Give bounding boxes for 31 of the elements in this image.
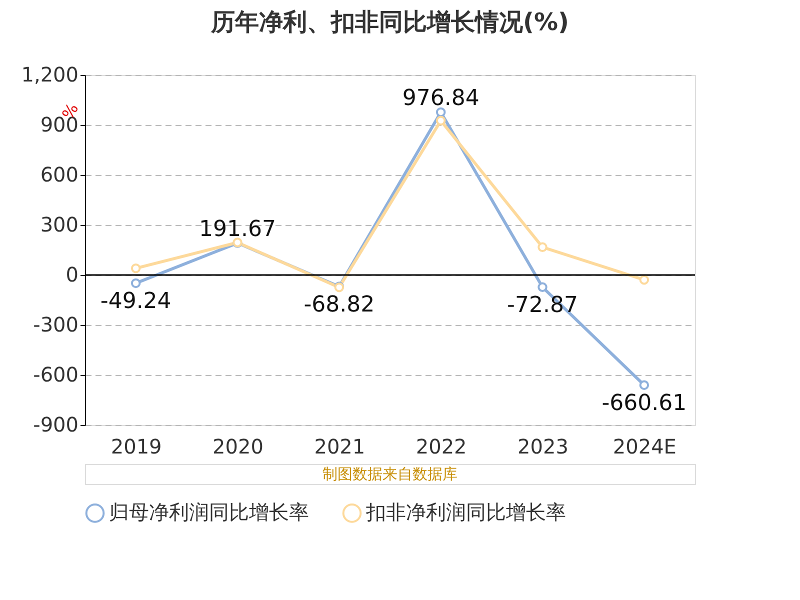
point — [639, 274, 650, 285]
x-tick-label: 2021 — [314, 434, 366, 458]
x-tick-label: 2023 — [518, 434, 568, 458]
x-tick-label: 2019 — [110, 434, 162, 458]
point — [538, 242, 548, 252]
data-label: -660.61 — [602, 391, 687, 416]
text: 制图数据来自数据库 — [322, 465, 458, 483]
y-tick-label: 0 — [66, 262, 78, 286]
data-label: 976.84 — [402, 86, 480, 112]
data-label: -72.87 — [507, 293, 578, 318]
data-label: 191.67 — [199, 217, 276, 242]
x-tick-label: 2024E — [612, 434, 676, 458]
x-tick-label: 2022 — [416, 434, 467, 458]
data-label: -49.24 — [100, 289, 172, 314]
legend-label: 归母净利润同比增长率 — [109, 500, 309, 524]
point — [436, 116, 446, 126]
point — [130, 263, 141, 274]
legend-label: 扣非净利润同比增长率 — [365, 500, 566, 524]
data-label: -68.82 — [304, 292, 375, 318]
point — [130, 278, 141, 288]
y-tick-label: 1,200 — [21, 62, 78, 86]
y-tick-label: -900 — [33, 412, 78, 436]
y-tick-label: 600 — [40, 162, 78, 186]
y-tick-label: 300 — [40, 212, 78, 236]
point — [538, 282, 548, 292]
y-tick-label: -300 — [33, 312, 78, 336]
x-tick-label: 2020 — [212, 434, 264, 458]
point — [639, 380, 650, 390]
y-tick-label: -600 — [33, 362, 78, 386]
chart-title: 历年净利、扣非同比增长情况(%) — [210, 8, 569, 36]
point — [436, 107, 446, 118]
